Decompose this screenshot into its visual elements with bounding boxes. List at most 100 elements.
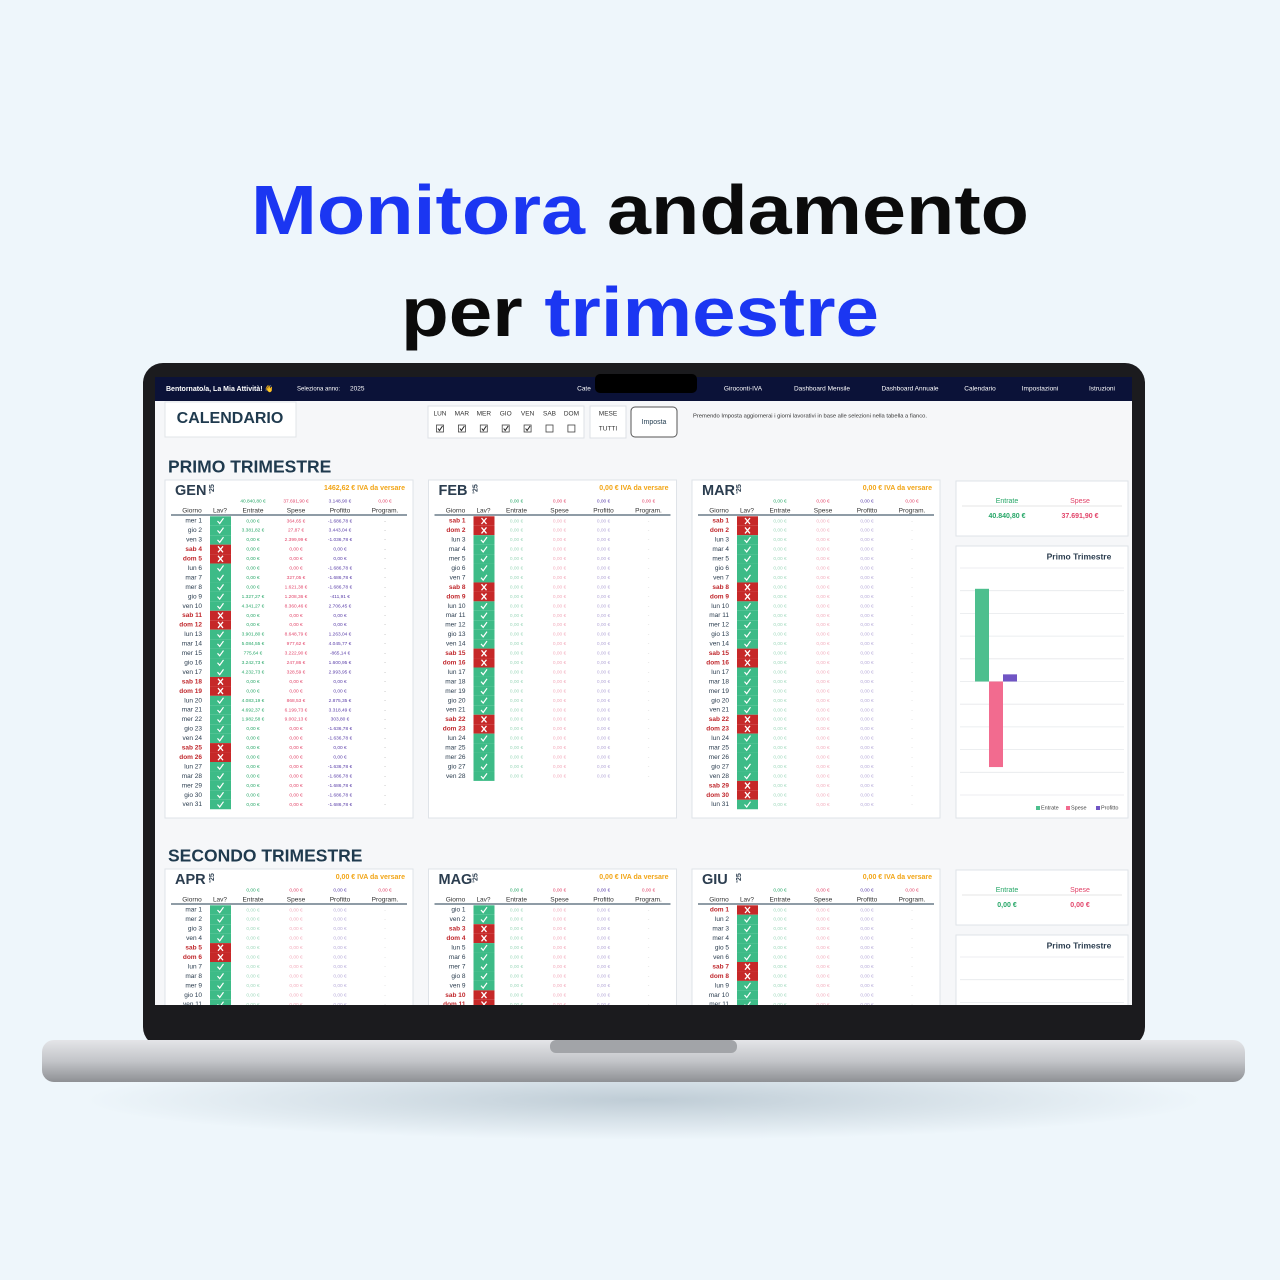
workday-cell[interactable] (737, 914, 758, 925)
nav-item[interactable]: Giroconti-IVA (724, 386, 763, 393)
workday-cell[interactable] (737, 771, 758, 781)
workday-cell[interactable] (210, 733, 231, 744)
workday-cell[interactable] (473, 667, 495, 677)
workday-cell[interactable] (737, 943, 758, 953)
workday-cell[interactable] (737, 535, 758, 545)
workday-cell[interactable] (210, 724, 231, 734)
workday-cell[interactable] (473, 639, 495, 649)
workday-cell[interactable] (473, 733, 495, 744)
workday-cell[interactable] (210, 525, 231, 536)
weekday-checkbox[interactable] (501, 424, 510, 433)
workday-cell[interactable] (210, 573, 231, 583)
workday-cell[interactable] (737, 695, 758, 706)
workday-cell[interactable] (210, 790, 231, 800)
workday-cell[interactable] (737, 563, 758, 573)
workday-cell[interactable] (210, 591, 231, 602)
workday-cell[interactable] (737, 924, 758, 934)
nav-item[interactable]: Cate (577, 386, 591, 393)
workday-cell[interactable] (473, 971, 495, 981)
workday-cell[interactable] (473, 752, 495, 762)
workday-cell[interactable] (210, 990, 231, 1000)
workday-cell[interactable] (210, 639, 231, 649)
workday-cell[interactable] (473, 686, 495, 696)
workday-cell[interactable] (737, 686, 758, 696)
workday-cell[interactable] (737, 933, 758, 944)
workday-cell[interactable] (473, 554, 495, 564)
workday-cell[interactable] (210, 582, 231, 592)
nav-item[interactable]: Dashboard Mensile (794, 386, 850, 393)
workday-cell[interactable] (737, 667, 758, 677)
weekday-checkbox[interactable] (457, 424, 466, 433)
workday-cell[interactable] (210, 516, 231, 526)
workday-cell[interactable] (737, 629, 758, 640)
imposta-button[interactable] (630, 406, 678, 438)
workday-cell[interactable] (210, 648, 231, 659)
workday-cell[interactable] (473, 962, 495, 972)
workday-cell[interactable] (737, 999, 758, 1009)
workday-cell[interactable] (473, 676, 495, 687)
nav-item[interactable]: Calendario (964, 386, 996, 393)
workday-cell[interactable] (737, 610, 758, 621)
workday-cell[interactable] (210, 962, 231, 972)
workday-cell[interactable] (737, 990, 758, 1000)
workday-cell[interactable] (210, 780, 231, 791)
month-value[interactable]: TUTTI (599, 426, 618, 433)
workday-cell[interactable] (210, 705, 231, 715)
workday-cell[interactable] (737, 980, 758, 991)
workday-cell[interactable] (210, 762, 231, 772)
weekday-checkbox[interactable] (436, 424, 444, 433)
workday-cell[interactable] (737, 752, 758, 762)
year-select[interactable]: 2025 (350, 386, 365, 393)
workday-cell[interactable] (473, 743, 495, 753)
weekday-checkbox[interactable] (567, 424, 576, 433)
workday-cell[interactable] (210, 914, 231, 925)
workday-cell[interactable] (210, 601, 231, 611)
nav-item[interactable]: Impostazioni (1022, 386, 1059, 393)
workday-cell[interactable] (473, 610, 495, 621)
workday-cell[interactable] (473, 573, 495, 583)
workday-cell[interactable] (210, 771, 231, 781)
workday-cell[interactable] (473, 980, 495, 991)
workday-cell[interactable] (210, 695, 231, 706)
workday-cell[interactable] (473, 914, 495, 925)
workday-cell[interactable] (473, 535, 495, 545)
nav-item[interactable]: Dashboard Annuale (881, 386, 938, 393)
workday-cell[interactable] (210, 535, 231, 545)
workday-cell[interactable] (737, 705, 758, 715)
weekday-checkbox[interactable] (479, 424, 488, 433)
workday-cell[interactable] (737, 733, 758, 744)
workday-cell[interactable] (473, 563, 495, 573)
workday-cell[interactable] (473, 601, 495, 611)
workday-cell[interactable] (473, 905, 495, 915)
workday-cell[interactable] (473, 771, 495, 781)
workday-cell[interactable] (210, 658, 231, 668)
workday-cell[interactable] (737, 573, 758, 583)
workday-cell[interactable] (737, 544, 758, 555)
workday-cell[interactable] (473, 705, 495, 715)
workday-cell[interactable] (210, 563, 231, 573)
workday-cell[interactable] (737, 743, 758, 753)
workday-cell[interactable] (737, 952, 758, 962)
weekday-checkbox[interactable] (523, 424, 532, 433)
workday-cell[interactable] (210, 971, 231, 981)
workday-cell[interactable] (210, 714, 231, 725)
workday-cell[interactable] (737, 676, 758, 687)
workday-cell[interactable] (737, 639, 758, 649)
nav-item[interactable]: Istruzioni (1089, 386, 1115, 393)
workday-cell[interactable] (210, 999, 231, 1009)
workday-cell[interactable] (210, 667, 231, 677)
workday-cell[interactable] (473, 999, 495, 1009)
workday-cell[interactable] (473, 620, 495, 630)
workday-cell[interactable] (737, 554, 758, 564)
workday-cell[interactable] (737, 620, 758, 630)
imposta-label[interactable]: Imposta (642, 419, 667, 426)
workday-cell[interactable] (210, 924, 231, 934)
workday-cell[interactable] (473, 943, 495, 953)
workday-cell[interactable] (737, 601, 758, 611)
workday-cell[interactable] (210, 980, 231, 991)
workday-cell[interactable] (473, 762, 495, 772)
workday-cell[interactable] (473, 544, 495, 555)
workday-cell[interactable] (473, 629, 495, 640)
workday-cell[interactable] (473, 952, 495, 962)
workday-cell[interactable] (210, 905, 231, 915)
